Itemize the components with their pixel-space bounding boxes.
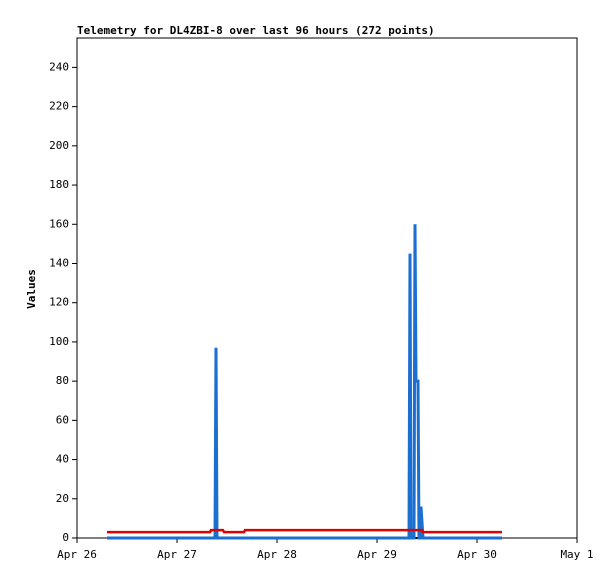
y-tick-label: 20: [56, 492, 69, 505]
y-tick-label: 200: [49, 139, 69, 152]
y-tick-label: 220: [49, 100, 69, 113]
x-tick-label: Apr 28: [257, 548, 297, 561]
series-line: [107, 224, 502, 540]
chart-title: Telemetry for DL4ZBI-8 over last 96 hour…: [77, 24, 435, 37]
x-tick-label: Apr 27: [157, 548, 197, 561]
x-tick-label: Apr 30: [457, 548, 497, 561]
y-tick-label: 40: [56, 453, 69, 466]
x-tick-label: Apr 29: [357, 548, 397, 561]
y-tick-label: 120: [49, 296, 69, 309]
y-tick-label: 0: [62, 531, 69, 544]
y-tick-label: 100: [49, 335, 69, 348]
y-tick-label: 80: [56, 374, 69, 387]
plot-frame: [76, 37, 578, 539]
x-tick-label: Apr 26: [57, 548, 97, 561]
y-tick-label: 140: [49, 256, 69, 269]
y-tick-label: 160: [49, 217, 69, 230]
y-tick-label: 60: [56, 413, 69, 426]
series-line: [107, 528, 502, 534]
y-tick-label: 180: [49, 178, 69, 191]
x-tick-label: May 1: [560, 548, 593, 561]
y-tick-label: 240: [49, 60, 69, 73]
y-axis-label: Values: [25, 269, 38, 309]
